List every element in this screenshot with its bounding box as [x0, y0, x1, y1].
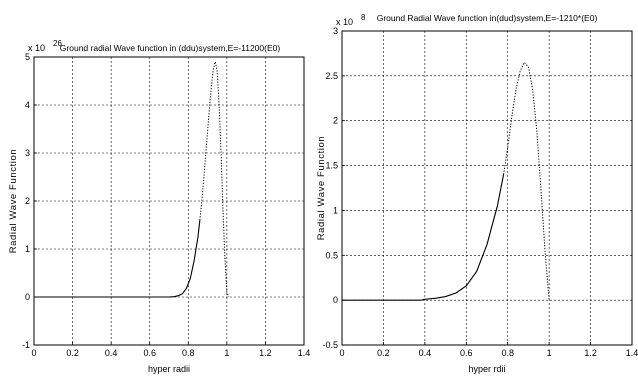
series-line-solid — [342, 174, 505, 301]
y-tick-label: 0 — [333, 295, 338, 305]
x-tick-label: 1.2 — [584, 348, 597, 358]
y-tick-label: 1 — [333, 205, 338, 215]
x-tick-label: 0.8 — [501, 348, 514, 358]
x-tick-label: 0 — [31, 348, 36, 358]
y-tick-label: 0 — [25, 292, 30, 302]
series-line-dotted — [199, 61, 230, 298]
x-tick-label: 0.4 — [105, 348, 118, 358]
series-line-solid — [34, 220, 201, 298]
y-tick-label: 3 — [25, 148, 30, 158]
x-tick-label: 1 — [224, 348, 229, 358]
y-tick-label: -0.5 — [322, 340, 338, 350]
x-tick-label: 0.4 — [419, 348, 432, 358]
y-tick-label: 2.5 — [325, 71, 338, 81]
y-tick-label: 4 — [25, 100, 30, 110]
chart-title: Ground Radial Wave function in(dud)syste… — [377, 13, 598, 23]
y-exponent-power: 8 — [361, 13, 366, 22]
y-tick-label: -1 — [22, 340, 30, 350]
plot-frame — [341, 30, 633, 346]
y-tick-label: 2 — [333, 116, 338, 126]
x-tick-label: 0.2 — [377, 348, 390, 358]
y-tick-label: 3 — [333, 26, 338, 36]
x-tick-label: 0.8 — [182, 348, 195, 358]
x-tick-label: 1.2 — [259, 348, 272, 358]
x-tick-label: 0.6 — [460, 348, 473, 358]
y-tick-label: 1.5 — [325, 161, 338, 171]
y-exponent-label: x 10 — [28, 43, 45, 53]
y-tick-label: 1 — [25, 244, 30, 254]
x-axis-label: hyper radii — [148, 364, 190, 374]
y-exponent-power: 26 — [53, 39, 62, 48]
x-axis-label: hyper rdii — [468, 364, 505, 374]
x-tick-label: 1.4 — [298, 348, 311, 358]
chart-title: Ground radial Wave function in (ddu)syst… — [60, 43, 281, 53]
x-tick-label: 1 — [547, 348, 552, 358]
y-axis-label: Radial Wave Function — [316, 136, 327, 241]
x-tick-label: 0 — [339, 348, 344, 358]
y-tick-label: 0.5 — [325, 250, 338, 260]
chart-2: 0 0.2 0.4 0.6 0.8 1 1.2 1.4-0.500.511.522.53x 1… — [316, 13, 638, 374]
y-tick-label: 2 — [25, 196, 30, 206]
x-tick-label: 0.6 — [143, 348, 156, 358]
y-tick-label: 5 — [25, 52, 30, 62]
x-tick-label: 0.2 — [66, 348, 79, 358]
y-axis-label: Radial Wave Function — [8, 149, 19, 254]
y-exponent-label: x 10 — [336, 17, 353, 27]
series-line-dotted — [503, 61, 550, 301]
x-tick-label: 1.4 — [626, 348, 638, 358]
